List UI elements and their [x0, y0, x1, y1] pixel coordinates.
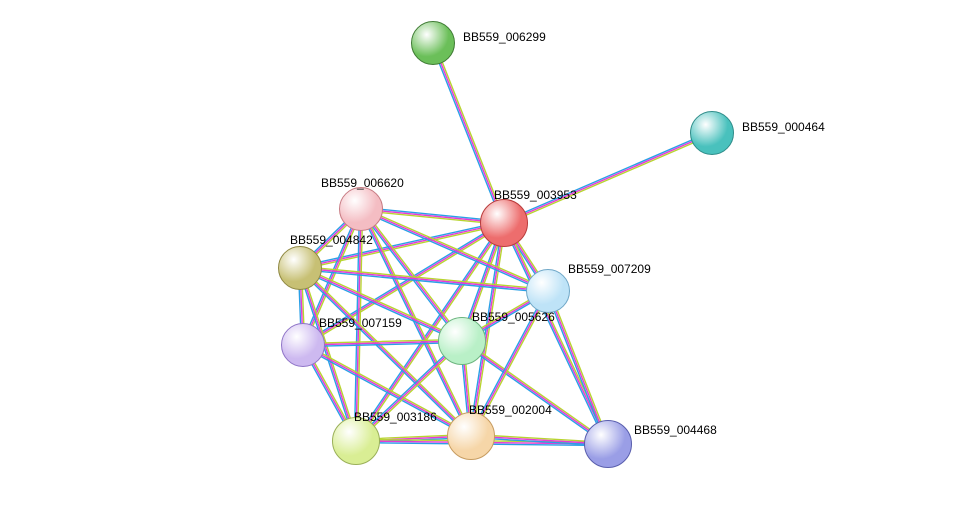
network-node[interactable]	[584, 420, 632, 468]
network-edge	[300, 223, 504, 268]
network-edge	[358, 209, 363, 441]
network-node[interactable]	[278, 246, 322, 290]
network-node[interactable]	[438, 317, 486, 365]
network-edge	[505, 222, 609, 443]
network-edge	[300, 268, 462, 341]
network-node[interactable]	[332, 417, 380, 465]
network-edge	[300, 221, 504, 266]
node-label: BB559_004468	[634, 423, 717, 437]
network-edge	[503, 132, 711, 222]
network-edge	[432, 44, 503, 224]
network-edge	[299, 270, 461, 343]
network-edge	[504, 133, 712, 223]
node-label: BB559_006299	[463, 30, 546, 44]
network-canvas: BB559_006299BB559_000464BB559_006620BB55…	[0, 0, 976, 515]
network-node[interactable]	[281, 323, 325, 367]
node-label: BB559_000464	[742, 120, 825, 134]
network-node[interactable]	[480, 199, 528, 247]
node-label: BB559_007159	[319, 316, 402, 330]
network-node[interactable]	[411, 21, 455, 65]
network-edge	[300, 225, 504, 270]
network-edge	[435, 42, 506, 222]
network-edge	[504, 223, 608, 444]
network-edge	[354, 209, 359, 441]
network-edge	[300, 270, 548, 293]
node-label: BB559_007209	[568, 262, 651, 276]
network-edge	[356, 209, 361, 441]
network-edge	[433, 43, 504, 223]
network-node[interactable]	[339, 187, 383, 231]
network-node[interactable]	[526, 269, 570, 313]
node-label: BB559_004842	[290, 233, 373, 247]
network-edge	[301, 267, 463, 340]
network-node[interactable]	[447, 412, 495, 460]
network-edge	[300, 266, 548, 289]
network-node[interactable]	[690, 111, 734, 155]
network-edge	[302, 346, 470, 437]
network-edge	[505, 135, 713, 225]
network-edge	[503, 224, 607, 445]
network-edge	[300, 268, 548, 291]
